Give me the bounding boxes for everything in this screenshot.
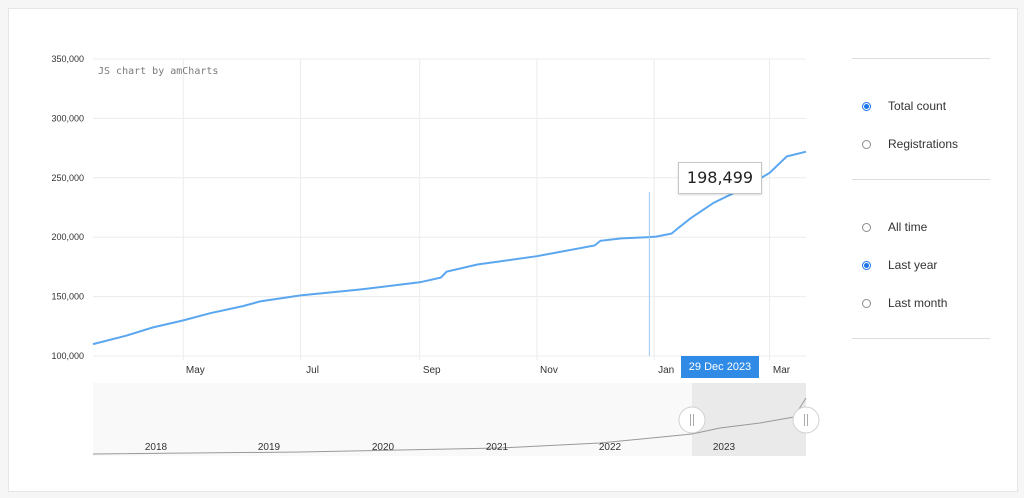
x-tick-label: Jul — [306, 365, 319, 376]
x-tick-label: Jan — [658, 365, 674, 376]
navigator-year-label: 2020 — [372, 442, 395, 453]
navigator-year-label: 2022 — [599, 442, 622, 453]
option-total-count[interactable]: Total count — [852, 87, 990, 125]
navigator-year-label: 2021 — [486, 442, 509, 453]
y-tick-label: 350,000 — [51, 54, 84, 64]
x-tick-label: May — [186, 365, 205, 376]
navigator-selection — [692, 383, 806, 456]
range-options: All time Last year Last month — [852, 180, 990, 338]
x-tick-label: Nov — [540, 365, 558, 376]
metric-options: Total count Registrations — [852, 59, 990, 179]
option-label: All time — [888, 220, 928, 234]
divider — [852, 338, 990, 339]
radio-icon[interactable] — [862, 260, 871, 270]
navigator-line — [92, 397, 807, 455]
y-tick-label: 100,000 — [51, 351, 84, 361]
radio-icon[interactable] — [862, 222, 871, 232]
option-all-time[interactable]: All time — [852, 208, 990, 246]
option-label: Total count — [888, 99, 947, 113]
series-line — [92, 150, 807, 346]
navigator-year-label: 2023 — [713, 442, 736, 453]
option-label: Registrations — [888, 137, 959, 151]
x-tick-label: Mar — [773, 365, 791, 376]
radio-icon[interactable] — [862, 139, 871, 149]
option-label: Last year — [888, 258, 938, 272]
option-registrations[interactable]: Registrations — [852, 125, 990, 163]
range-end-grip[interactable] — [792, 406, 820, 434]
y-tick-label: 150,000 — [51, 292, 84, 302]
radio-icon[interactable] — [862, 101, 871, 111]
radio-icon[interactable] — [862, 298, 871, 308]
options-panel: Total count Registrations All time Last … — [852, 58, 990, 339]
amcharts-credit[interactable]: JS chart by amCharts — [98, 66, 219, 77]
y-tick-label: 200,000 — [51, 232, 84, 242]
y-tick-label: 250,000 — [51, 173, 84, 183]
y-tick-label: 300,000 — [51, 113, 84, 123]
divider — [852, 179, 990, 180]
value-tooltip: 198,499 — [678, 162, 762, 194]
divider — [852, 58, 990, 59]
cursor-date-label: 29 Dec 2023 — [681, 356, 759, 378]
x-tick-label: Sep — [423, 365, 441, 376]
range-start-grip[interactable] — [678, 406, 706, 434]
option-last-month[interactable]: Last month — [852, 284, 990, 322]
option-last-year[interactable]: Last year — [852, 246, 990, 284]
option-label: Last month — [888, 296, 948, 310]
navigator-year-label: 2018 — [145, 442, 168, 453]
navigator-year-label: 2019 — [258, 442, 281, 453]
